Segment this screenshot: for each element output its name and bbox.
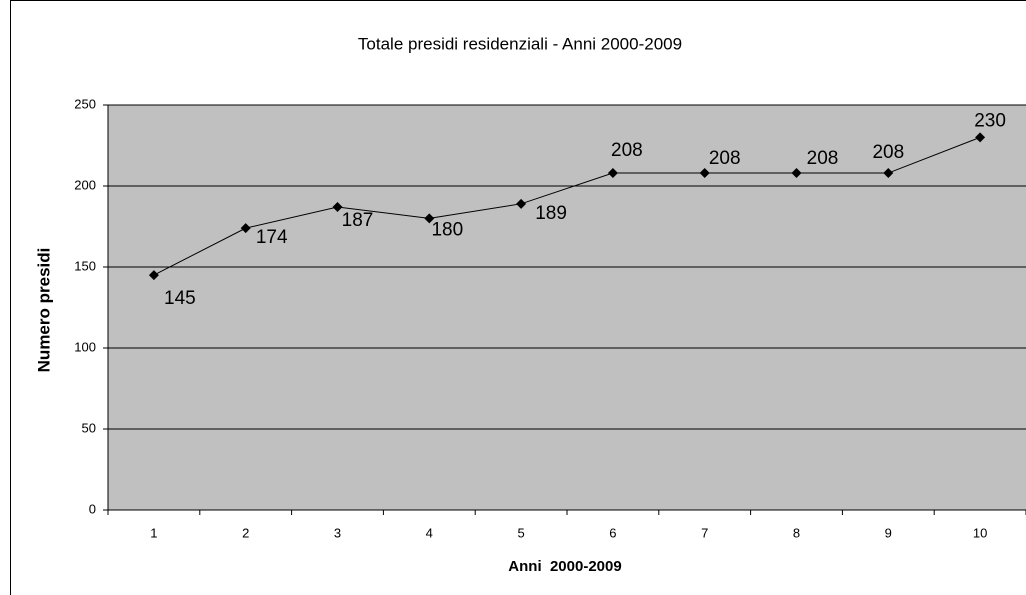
data-label: 230 [974, 110, 1006, 131]
y-tick-label: 150 [74, 258, 96, 273]
marker [240, 223, 251, 234]
data-label: 189 [535, 203, 567, 224]
x-tick-label: 1 [150, 525, 157, 540]
marker [699, 168, 710, 179]
y-tick-label: 50 [82, 420, 96, 435]
x-tick-label: 3 [334, 525, 341, 540]
x-tick-label: 2 [242, 525, 249, 540]
data-label: 187 [342, 210, 374, 231]
x-tick-label: 9 [885, 525, 892, 540]
y-tick-label: 0 [89, 501, 96, 516]
marker [332, 202, 343, 213]
marker [791, 168, 802, 179]
marker [975, 132, 986, 143]
y-axis-title: Numero presidi [34, 248, 53, 373]
marker [516, 198, 527, 209]
chart-title: Totale presidi residenziali - Anni 2000-… [358, 34, 682, 53]
x-axis-title: Anni 2000-2009 [508, 558, 621, 575]
data-label: 208 [709, 148, 741, 169]
marker [607, 168, 618, 179]
x-tick-label: 8 [793, 525, 800, 540]
y-tick-label: 200 [74, 177, 96, 192]
x-tick-label: 6 [609, 525, 616, 540]
y-tick-label: 100 [74, 339, 96, 354]
data-label: 208 [611, 140, 643, 161]
plot-area [108, 105, 1026, 510]
data-label: 208 [807, 148, 839, 169]
x-tick-label: 5 [517, 525, 524, 540]
x-tick-label: 4 [426, 525, 433, 540]
y-tick-label: 250 [74, 96, 96, 111]
data-label: 145 [164, 288, 196, 309]
line [153, 136, 981, 276]
marker [424, 213, 435, 224]
x-tick-label: 10 [973, 525, 987, 540]
data-label: 180 [431, 219, 463, 240]
data-label: 208 [872, 142, 904, 163]
marker [148, 270, 159, 281]
x-tick-label: 7 [701, 525, 708, 540]
marker [883, 168, 894, 179]
data-label: 174 [256, 227, 288, 248]
